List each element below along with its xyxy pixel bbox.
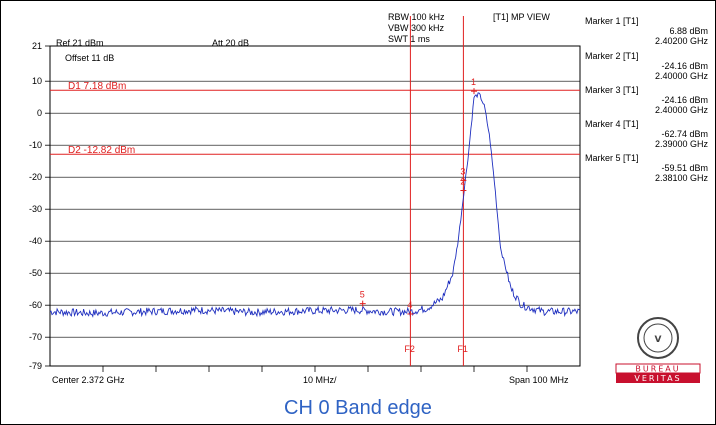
y-tick-label: -50 — [28, 268, 42, 279]
d1-label: D1 7.18 dBm — [68, 81, 126, 92]
marker-2-title: Marker 2 [T1] — [585, 51, 639, 61]
logo-text-veritas: VERITAS — [634, 374, 681, 383]
y-tick-label: -60 — [28, 300, 42, 311]
y-tick-label: -30 — [28, 204, 42, 215]
y-tick-label: 10 — [31, 76, 42, 87]
trace-line — [49, 92, 581, 318]
vbw-label: VBW 300 kHz — [388, 23, 445, 33]
y-tick-label: -70 — [28, 332, 42, 343]
marker-3-level: -24.16 dBm — [661, 95, 708, 105]
bureau-veritas-logo: V BUREAU VERITAS — [608, 316, 708, 386]
marker-5-level: -59.51 dBm — [661, 163, 708, 173]
svg-text:V: V — [655, 335, 662, 345]
marker-4-level: -62.74 dBm — [661, 129, 708, 139]
trace-view-label: [T1] MP VIEW — [493, 12, 550, 22]
marker-4-title: Marker 4 [T1] — [585, 119, 639, 129]
marker-3-info: Marker 3 [T1] -24.16 dBm 2.40000 GHz — [585, 85, 708, 115]
f1-label: F1 — [457, 344, 468, 354]
div-label: 10 MHz/ — [303, 375, 337, 385]
swt-label: SWT 1 ms — [388, 34, 430, 44]
marker-5-title: Marker 5 [T1] — [585, 153, 639, 163]
attenuation-label: Att 20 dB — [212, 38, 250, 48]
marker-5-info: Marker 5 [T1] -59.51 dBm 2.38100 GHz — [585, 153, 708, 183]
y-tick-label: -40 — [28, 236, 42, 247]
plot-border — [49, 45, 581, 367]
caption: CH 0 Band edge — [284, 397, 432, 419]
marker-5-tag: 5 — [360, 290, 365, 300]
y-tick-label: -20 — [28, 172, 42, 183]
marker-3-tag: 3 — [460, 166, 465, 176]
f2-label: F2 — [404, 344, 415, 354]
y-tick-label: 0 — [36, 108, 42, 119]
logo-text-bureau: BUREAU — [635, 365, 680, 374]
ref-level-label: Ref 21 dBm — [56, 38, 104, 48]
marker-4-info: Marker 4 [T1] -62.74 dBm 2.39000 GHz — [585, 119, 708, 149]
y-tick-label: -79 — [28, 361, 42, 371]
marker-4-freq: 2.39000 GHz — [654, 139, 708, 149]
marker-2-freq: 2.40000 GHz — [654, 71, 708, 81]
d2-label: D2 -12.82 dBm — [68, 145, 135, 156]
y-tick-label: 21 — [31, 41, 42, 51]
center-freq-label: Center 2.372 GHz — [52, 375, 125, 385]
marker-1-info: Marker 1 [T1] 6.88 dBm 2.40200 GHz — [585, 16, 708, 46]
rbw-label: RBW 100 kHz — [388, 12, 445, 22]
y-tick-label: -10 — [28, 140, 42, 151]
marker-1-tag: 1 — [471, 77, 476, 87]
marker-4-tag: 4 — [407, 300, 412, 310]
marker-1-freq: 2.40200 GHz — [654, 36, 708, 46]
marker-2-level: -24.16 dBm — [661, 61, 708, 71]
marker-2-info: Marker 2 [T1] -24.16 dBm 2.40000 GHz — [585, 51, 708, 81]
marker-5-freq: 2.38100 GHz — [654, 173, 708, 183]
marker-3-title: Marker 3 [T1] — [585, 85, 639, 95]
marker-1-level: 6.88 dBm — [669, 26, 708, 36]
marker-1-title: Marker 1 [T1] — [585, 16, 639, 26]
marker-3-freq: 2.40000 GHz — [654, 105, 708, 115]
offset-label: Offset 11 dB — [65, 53, 115, 63]
span-label: Span 100 MHz — [509, 375, 569, 385]
